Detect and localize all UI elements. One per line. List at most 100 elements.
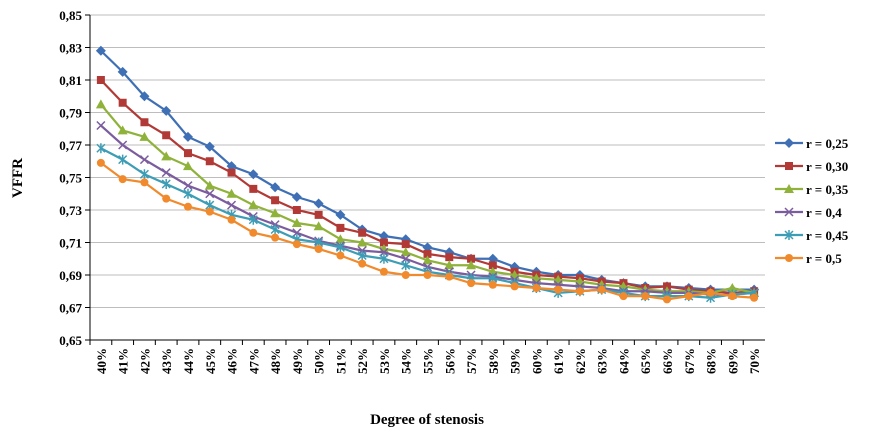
x-tick-label: 49% [290,348,305,374]
marker-part [249,184,258,193]
marker-part [161,105,172,116]
marker [401,271,410,279]
marker [291,192,302,202]
x-tick-label: 66% [660,348,675,374]
marker [139,155,149,165]
marker [336,223,345,232]
y-tick-label: 0,65 [59,333,82,348]
marker-part [423,249,432,258]
y-tick-label: 0,81 [59,73,82,88]
marker-part [118,98,127,107]
marker [400,247,411,257]
marker [182,161,193,171]
marker [118,98,127,107]
marker [336,251,345,260]
marker-part [139,169,149,180]
marker [140,178,149,187]
marker [227,215,236,224]
marker [271,233,280,242]
x-tick-label: 65% [638,348,653,374]
marker-part [118,140,128,150]
marker [292,206,301,214]
x-tick-label: 54% [399,348,414,374]
marker [684,292,693,301]
x-tick-label: 57% [464,348,479,374]
marker [379,253,389,264]
y-tick-label: 0,69 [59,268,82,283]
marker-part [641,292,650,301]
marker-part [139,131,150,141]
marker-part [444,260,455,270]
marker-part [248,200,259,210]
legend-label: r = 0,35 [806,182,849,197]
marker-part [139,155,149,165]
marker-part [467,279,476,288]
marker [205,207,214,216]
x-axis-label: Degree of stenosis [370,412,484,428]
marker [270,182,281,193]
marker [291,218,302,227]
marker [467,254,476,263]
x-tick-label: 51% [333,348,348,374]
marker [575,287,584,296]
marker-part [445,253,454,262]
marker [95,45,106,56]
marker-part [554,285,563,294]
marker-part [95,99,106,109]
marker [357,250,367,261]
marker-part [358,228,367,237]
x-tick-label: 40% [94,348,109,374]
marker-part [336,251,345,260]
legend-label: r = 0,25 [806,136,849,151]
marker [204,141,215,152]
x-tick-label: 55% [421,348,436,374]
marker [227,200,237,210]
marker [466,260,477,270]
marker-part [379,247,389,257]
marker-part [314,245,323,253]
marker-part [248,169,259,180]
marker-part [510,282,519,291]
marker [96,143,106,154]
marker [445,253,454,262]
marker-part [400,247,411,257]
y-tick-label: 0,67 [59,301,82,316]
x-tick-label: 64% [616,348,631,374]
marker [335,209,346,220]
y-tick-label: 0,83 [59,41,82,56]
marker-part [117,66,128,77]
marker-part [271,233,280,242]
marker [663,295,672,304]
marker-part [785,162,793,170]
marker [183,181,193,191]
marker-part [575,287,584,296]
marker-part [401,260,411,271]
legend-label: r = 0,45 [806,228,849,243]
marker [784,230,794,240]
marker [139,169,149,180]
marker [784,138,794,148]
marker [728,292,737,301]
marker-part [314,210,323,219]
marker-part [205,189,215,199]
marker-part [292,206,301,214]
marker-part [357,237,368,247]
x-tick-label: 53% [377,348,392,374]
marker-part [335,234,346,244]
marker [357,237,368,247]
marker-part [249,228,258,237]
marker-part [313,221,324,231]
marker [335,242,345,253]
marker-part [663,295,672,304]
marker-part [204,141,215,152]
marker [183,202,192,211]
marker [750,293,759,302]
marker-part [204,180,215,190]
marker-part [292,240,301,249]
marker-part [619,292,628,301]
x-tick-label: 42% [137,348,152,374]
x-tick-label: 52% [355,348,370,374]
marker [161,168,171,178]
y-tick-label: 0,79 [59,106,82,121]
